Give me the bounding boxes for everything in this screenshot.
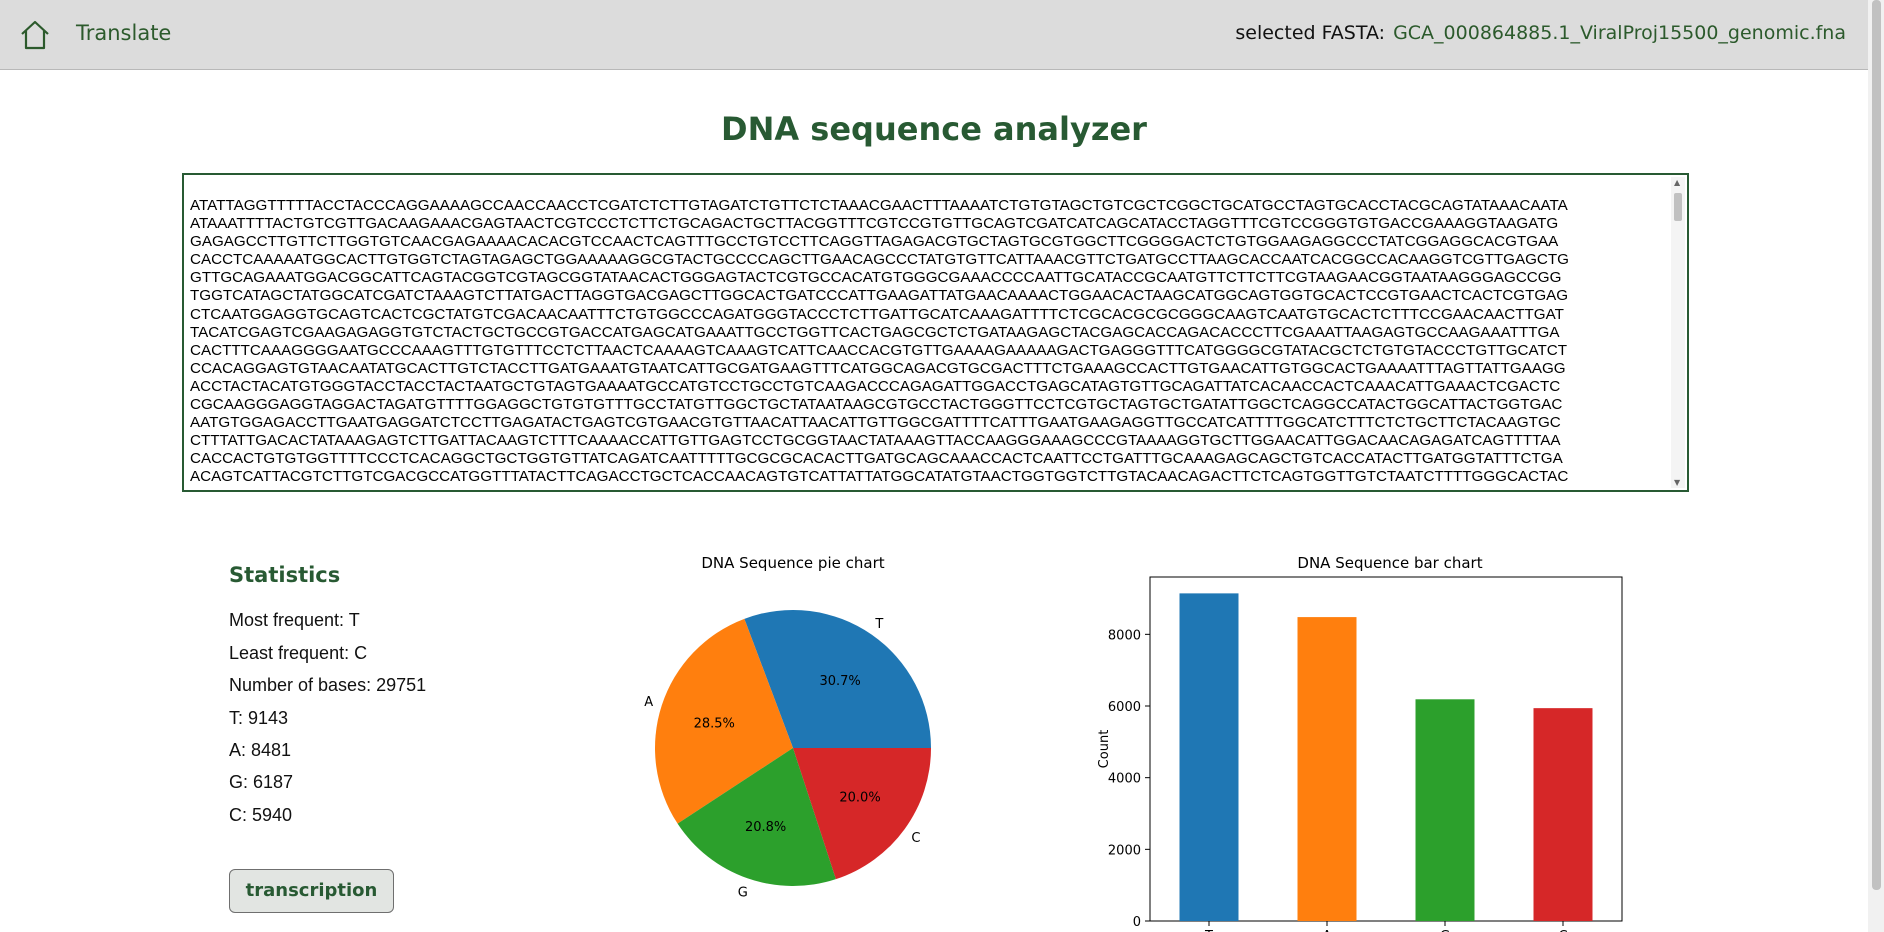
scroll-up-icon[interactable]: ▲ xyxy=(1674,178,1681,187)
pie-slice-A xyxy=(655,618,793,824)
least-frequent: Least frequent: C xyxy=(229,643,368,663)
count-t: T: 9143 xyxy=(229,708,289,728)
pie-slice-G xyxy=(677,748,836,886)
y-tick-label: 6000 xyxy=(1108,700,1141,715)
number-of-bases: Number of bases: 29751 xyxy=(229,675,427,695)
selected-fasta-label: selected FASTA: xyxy=(1235,22,1386,44)
scroll-thumb[interactable] xyxy=(1674,193,1682,221)
y-tick-label: 8000 xyxy=(1108,628,1141,643)
bar-T xyxy=(1179,593,1239,921)
top-navbar: Translate selected FASTA: GCA_000864885.1… xyxy=(0,0,1868,70)
count-c: C: 5940 xyxy=(229,805,293,825)
x-tick-label-T: T xyxy=(1204,929,1213,932)
x-tick-label-G: G xyxy=(1440,929,1450,932)
x-tick-label-A: A xyxy=(1323,929,1332,932)
pie-percent-C: 20.0% xyxy=(839,791,880,806)
bar-A xyxy=(1297,617,1357,921)
pie-label-G: G xyxy=(738,885,748,900)
selected-fasta-name[interactable]: GCA_000864885.1_ViralProj15500_genomic.f… xyxy=(1393,22,1846,44)
pie-chart: DNA Sequence pie chart T 30.7% A 28.5% G 20.8… xyxy=(644,554,931,900)
pie-slice-T xyxy=(744,610,931,748)
x-tick-label-C: C xyxy=(1558,929,1567,932)
home-icon[interactable] xyxy=(18,18,52,52)
bar-G xyxy=(1415,699,1475,921)
pie-percent-G: 20.8% xyxy=(745,820,786,835)
pie-chart-title: DNA Sequence pie chart xyxy=(701,554,884,572)
pie-slice-C xyxy=(793,748,931,880)
selected-fasta: selected FASTA: GCA_000864885.1_ViralProj… xyxy=(1235,22,1846,44)
sequence-text[interactable]: ATATTAGGTTTTTACCTACCCAGGAAAAGCCAACCAACCT… xyxy=(190,197,1569,486)
transcription-button[interactable]: transcription xyxy=(229,869,394,913)
count-g: G: 6187 xyxy=(229,772,294,792)
page-scrollbar[interactable] xyxy=(1868,0,1884,932)
bar-C xyxy=(1533,708,1593,921)
most-frequent: Most frequent: T xyxy=(229,610,360,630)
y-tick-label: 2000 xyxy=(1108,843,1141,858)
pie-percent-A: 28.5% xyxy=(694,716,735,731)
y-axis-label: Count xyxy=(1097,730,1112,769)
y-tick-label: 4000 xyxy=(1108,772,1141,787)
pie-percent-T: 30.7% xyxy=(819,674,860,689)
bar-plot-frame xyxy=(1149,576,1623,922)
bar-chart: DNA Sequence bar chart 0 2000 4000 6000 8000… xyxy=(1097,554,1623,932)
statistics-title: Statistics xyxy=(229,563,341,587)
pie-label-A: A xyxy=(644,695,653,710)
sequence-scrollbar[interactable]: ▲ ▼ xyxy=(1671,177,1685,488)
bar-chart-title: DNA Sequence bar chart xyxy=(1297,554,1482,572)
y-tick-label: 0 xyxy=(1133,915,1141,930)
page-title: DNA sequence analyzer xyxy=(721,110,1147,148)
pie-label-C: C xyxy=(911,831,920,846)
scroll-down-icon[interactable]: ▼ xyxy=(1674,478,1681,487)
pie-label-T: T xyxy=(874,617,883,632)
count-a: A: 8481 xyxy=(229,740,292,760)
page-scroll-thumb[interactable] xyxy=(1872,0,1881,890)
sequence-textarea[interactable]: ATATTAGGTTTTTACCTACCCAGGAAAAGCCAACCAACCT… xyxy=(182,173,1689,492)
translate-link[interactable]: Translate xyxy=(76,21,172,45)
